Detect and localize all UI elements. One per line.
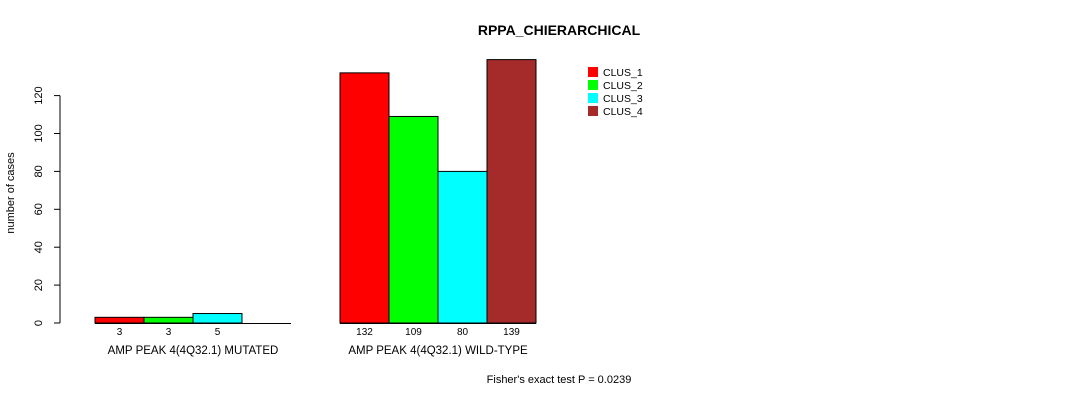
y-axis: 0 20 40 60 80 100 120 xyxy=(33,86,61,326)
bar-value-label: 109 xyxy=(405,327,422,338)
bar-value-label: 3 xyxy=(166,327,172,338)
y-tick-label: 80 xyxy=(33,165,45,177)
legend-swatch xyxy=(588,93,598,103)
y-tick-label: 0 xyxy=(33,320,45,326)
bar-value-label: 139 xyxy=(503,327,520,338)
bar-clus-2 xyxy=(388,115,439,324)
y-axis-label: number of cases xyxy=(5,152,17,234)
legend-label: CLUS_4 xyxy=(603,106,643,118)
legend-swatch xyxy=(588,80,598,90)
legend-swatch xyxy=(588,106,598,116)
y-tick-label: 40 xyxy=(33,241,45,253)
bar-clus-1 xyxy=(94,316,145,324)
category-label: AMP PEAK 4(4Q32.1) WILD-TYPE xyxy=(348,345,528,357)
bar-clus-4 xyxy=(486,59,537,324)
bar-value-label: 132 xyxy=(356,327,373,338)
bar-value-label: 5 xyxy=(215,327,221,338)
y-tick-label: 120 xyxy=(33,86,45,104)
bar-clus-3 xyxy=(192,313,243,324)
chart-title: RPPA_CHIERARCHICAL xyxy=(478,22,641,38)
fisher-test-annotation: Fisher's exact test P = 0.0239 xyxy=(487,374,632,386)
y-tick-label: 100 xyxy=(33,124,45,142)
y-tick-label: 20 xyxy=(33,279,45,291)
y-tick-label: 60 xyxy=(33,203,45,215)
bar-value-label: 80 xyxy=(457,327,469,338)
bar-groups: 3 3 5 AMP PEAK 4(4Q32.1) MUTATED 132 109 80 139… xyxy=(94,59,537,357)
category-label: AMP PEAK 4(4Q32.1) MUTATED xyxy=(108,345,279,357)
legend-label: CLUS_1 xyxy=(603,67,643,79)
bar-clus-2 xyxy=(143,316,194,324)
legend-label: CLUS_3 xyxy=(603,93,643,105)
bar-clus-3 xyxy=(437,170,488,324)
legend-label: CLUS_2 xyxy=(603,80,643,92)
bar-clus-1 xyxy=(339,72,390,324)
bar-value-label: 3 xyxy=(117,327,123,338)
legend-swatch xyxy=(588,67,598,77)
